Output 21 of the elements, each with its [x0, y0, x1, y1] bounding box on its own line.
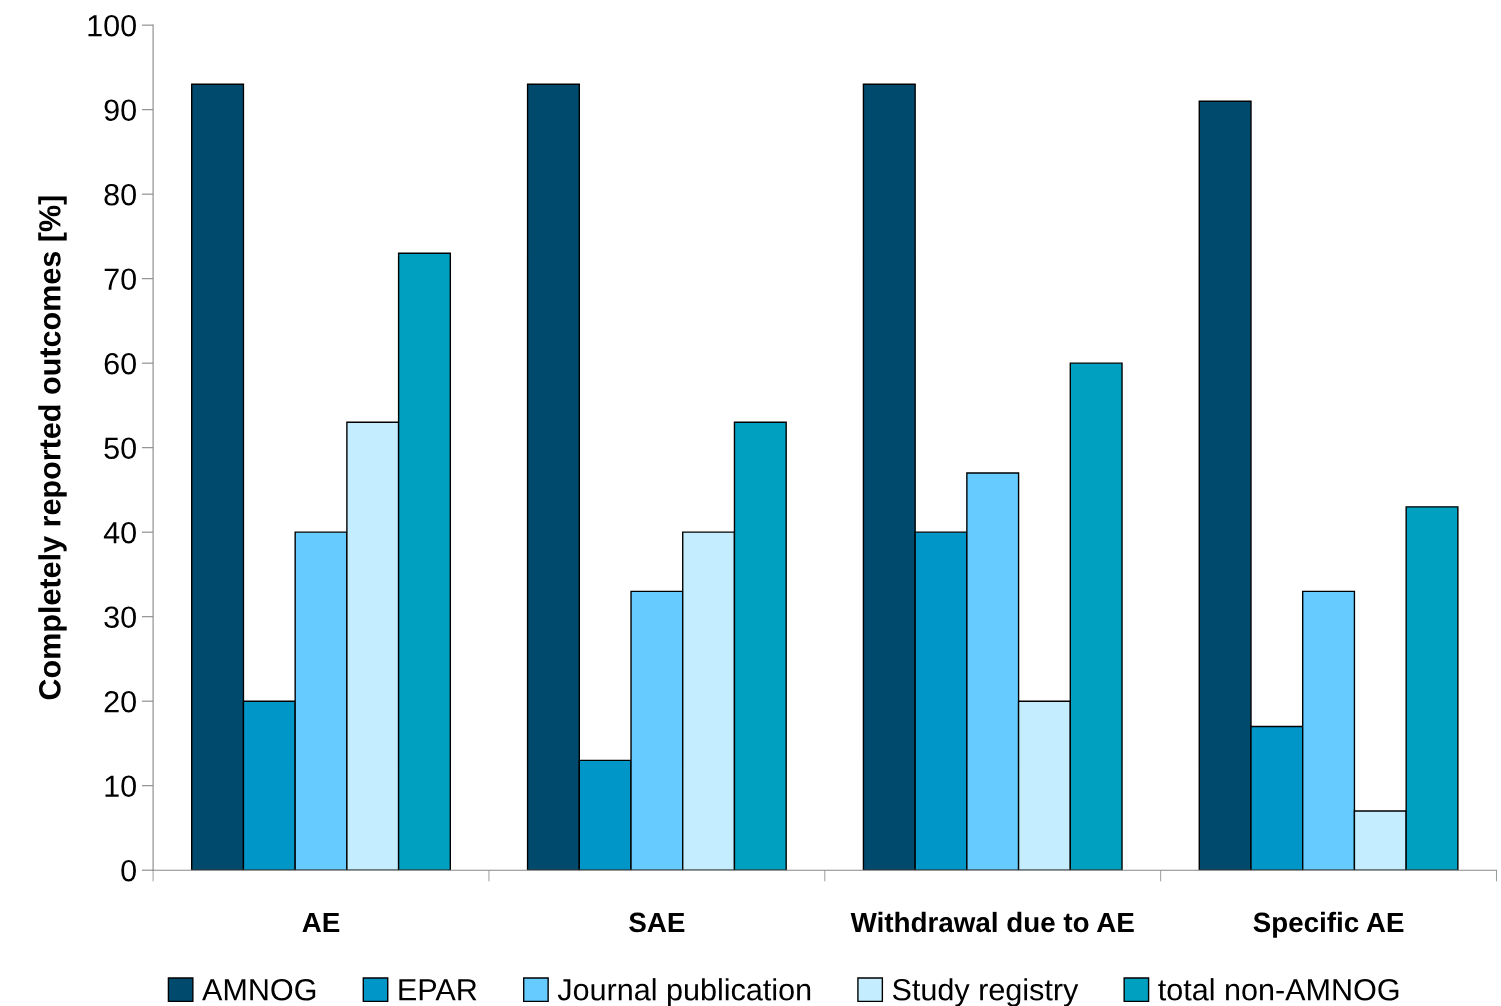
y-tick-label: 100 — [88, 14, 136, 37]
x-tick-label: Withdrawal due to AE — [850, 911, 1134, 933]
legend-label: AMNOG — [202, 978, 316, 1001]
x-tick-label: Specific AE — [1253, 911, 1404, 938]
y-tick-label: 50 — [104, 437, 136, 460]
legend-label: Journal publication — [557, 978, 811, 1006]
y-tick-label: 90 — [104, 99, 136, 122]
x-tick-label: AE — [302, 912, 340, 932]
y-tick-label: 40 — [103, 521, 136, 544]
y-tick-label: 60 — [104, 352, 136, 375]
x-tick-label: SAE — [629, 912, 685, 933]
y-tick-label: 80 — [104, 183, 136, 206]
y-tick-label: 70 — [104, 268, 136, 291]
y-tick-label: 0 — [121, 859, 136, 882]
legend-label: Study registry — [892, 978, 1079, 1006]
y-tick-label: 10 — [105, 775, 136, 798]
legend-label: EPAR — [399, 979, 477, 1001]
y-axis-title: Completely reported outcomes [%] — [38, 196, 67, 700]
y-tick-label: 20 — [104, 690, 136, 713]
y-tick-label: 30 — [104, 606, 136, 629]
legend-label: total non-AMNOG — [1158, 978, 1399, 1001]
